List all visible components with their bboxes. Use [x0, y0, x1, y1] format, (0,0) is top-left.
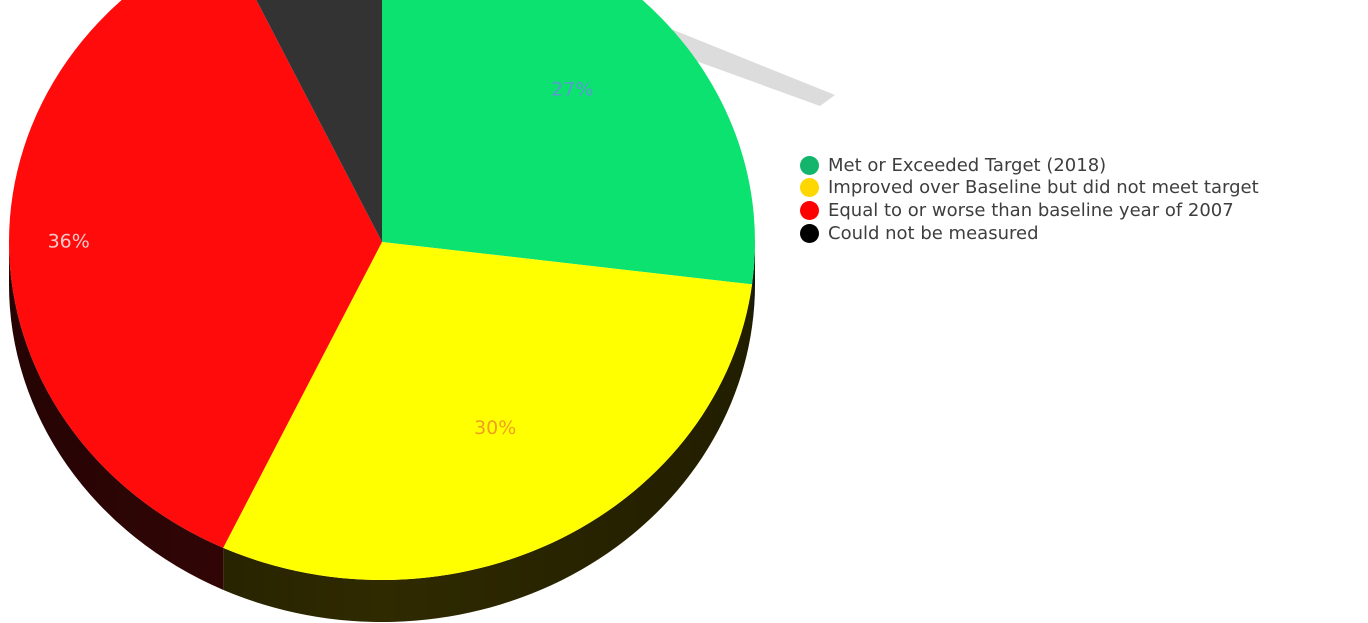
legend-marker [800, 223, 819, 243]
pie-sides [9, 242, 755, 623]
pie-slices [9, 0, 756, 581]
pie-slice-not-measured [256, 0, 382, 242]
legend-item-met-target: Met or Exceeded Target (2018) [800, 154, 1259, 177]
pie-slice-improved [223, 242, 753, 581]
legend-label: Met or Exceeded Target (2018) [828, 154, 1107, 176]
legend-label: Could not be measured [828, 222, 1039, 244]
legend-marker [800, 155, 819, 175]
legend-marker [800, 178, 819, 198]
data-label-improved: 30% [474, 417, 516, 439]
legend-item-improved: Improved over Baseline but did not meet … [800, 177, 1259, 200]
pie-slice-met-target [382, 0, 756, 285]
legend-label: Equal to or worse than baseline year of … [828, 199, 1234, 221]
legend-label: Improved over Baseline but did not meet … [828, 177, 1259, 199]
data-label-met-target: 27% [551, 79, 593, 101]
legend-item-equal-or-worse: Equal to or worse than baseline year of … [800, 199, 1259, 222]
legend-marker [800, 200, 819, 220]
legend-item-not-measured: Could not be measured [800, 222, 1259, 245]
pie-slice-equal-or-worse [9, 0, 382, 548]
legend: Met or Exceeded Target (2018) Improved o… [800, 154, 1259, 244]
pie-data-labels: 27%30%36%7% [48, 79, 594, 440]
data-label-equal-or-worse: 36% [48, 231, 90, 253]
